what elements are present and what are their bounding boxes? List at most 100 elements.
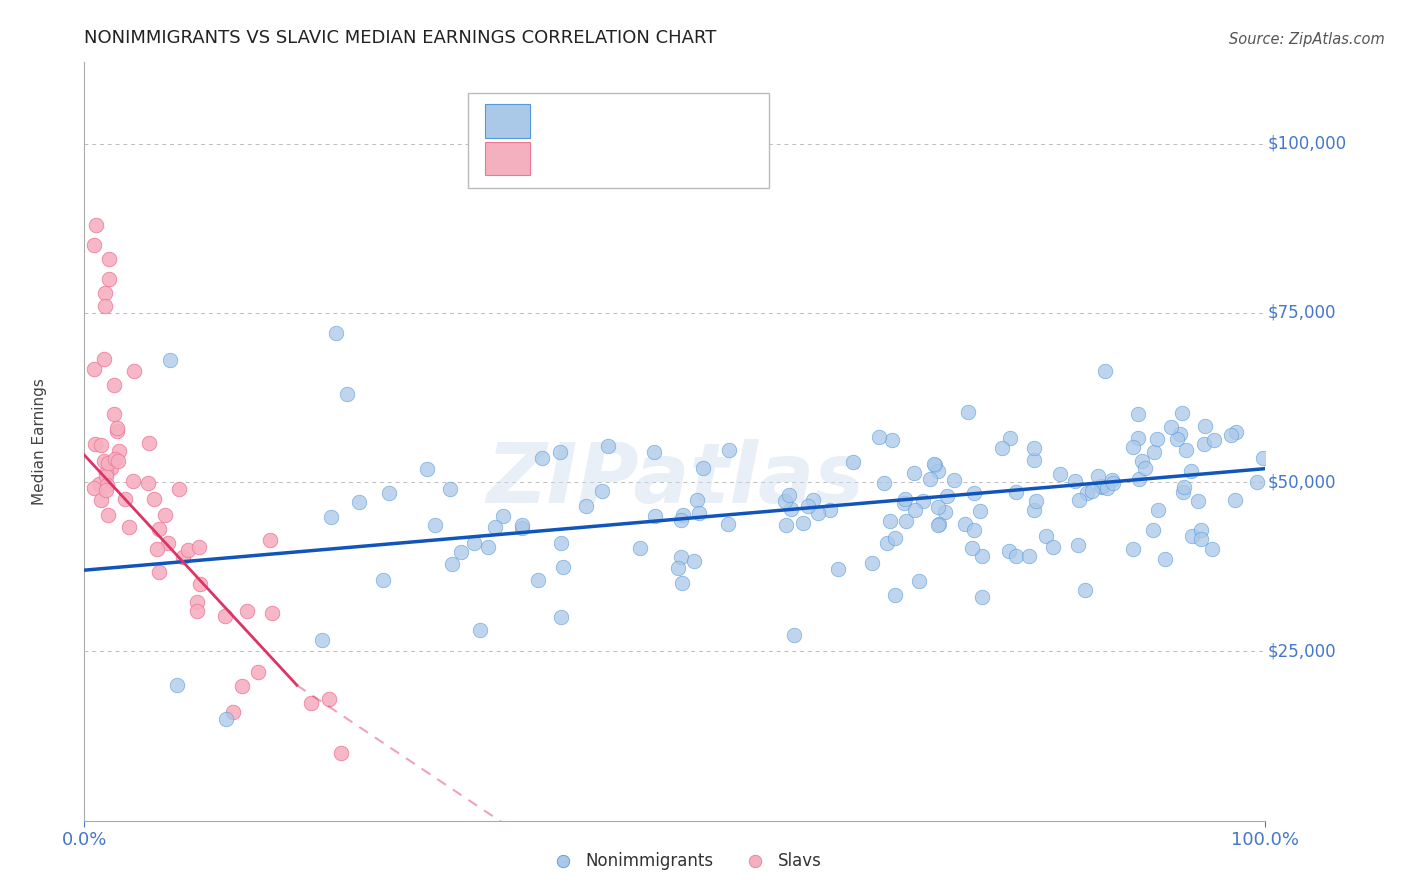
Point: [1101, 473, 1123, 487]
Point: [1174, 442, 1197, 457]
Point: [1189, 523, 1212, 537]
Point: [797, 500, 820, 514]
Point: [1095, 481, 1118, 495]
Point: [1253, 451, 1275, 466]
Point: [884, 531, 907, 545]
Point: [807, 506, 830, 520]
Point: [319, 510, 342, 524]
Point: [330, 746, 353, 760]
Text: Median Earnings: Median Earnings: [32, 378, 46, 505]
Point: [97, 252, 120, 266]
Text: $25,000: $25,000: [1268, 642, 1336, 660]
Point: [550, 536, 572, 550]
Point: [1204, 433, 1226, 447]
Point: [1194, 418, 1216, 433]
Point: [903, 467, 925, 481]
Point: [492, 509, 515, 524]
Point: [114, 491, 136, 506]
Point: [773, 493, 796, 508]
Point: [222, 705, 245, 719]
Point: [927, 463, 949, 477]
Point: [122, 475, 145, 489]
Point: [1166, 432, 1188, 446]
Text: $100,000: $100,000: [1268, 135, 1347, 153]
Point: [669, 513, 692, 527]
Point: [97, 508, 120, 522]
Point: [1005, 485, 1028, 500]
Point: [311, 633, 333, 648]
Point: [1102, 476, 1125, 491]
Point: [262, 607, 284, 621]
Point: [1025, 493, 1047, 508]
Point: [969, 503, 991, 517]
Point: [801, 492, 824, 507]
Point: [1160, 420, 1182, 434]
Point: [970, 590, 993, 604]
Point: [574, 499, 596, 513]
Point: [778, 488, 800, 502]
Point: [450, 545, 472, 559]
Point: [1171, 406, 1194, 420]
Point: [1142, 524, 1164, 538]
Point: [1220, 428, 1243, 442]
Point: [1126, 408, 1149, 422]
Point: [186, 604, 208, 618]
Point: [963, 523, 986, 537]
Point: [1126, 431, 1149, 445]
Point: [991, 442, 1014, 456]
Point: [551, 814, 574, 828]
Point: [188, 540, 211, 554]
Point: [1024, 452, 1046, 467]
Point: [510, 517, 533, 532]
Point: [468, 623, 491, 637]
Point: [246, 665, 269, 679]
Point: [526, 573, 548, 587]
Point: [84, 218, 107, 232]
Point: [744, 814, 766, 828]
Point: [688, 506, 710, 520]
Point: [235, 604, 257, 618]
Point: [103, 407, 125, 421]
Point: [692, 461, 714, 475]
Point: [873, 476, 896, 491]
Point: [596, 439, 619, 453]
Point: [104, 451, 127, 466]
Point: [148, 523, 170, 537]
Text: 0.466: 0.466: [599, 112, 647, 130]
Point: [934, 505, 956, 519]
Point: [531, 450, 554, 465]
Point: [1201, 542, 1223, 557]
Point: [672, 508, 695, 522]
Point: [1223, 493, 1246, 508]
Point: [153, 508, 176, 522]
Point: [1246, 475, 1268, 489]
Point: [628, 541, 651, 556]
Point: [1022, 441, 1045, 455]
Point: [1154, 552, 1177, 566]
Point: [718, 443, 741, 458]
Point: [644, 508, 666, 523]
Point: [1146, 432, 1168, 446]
Point: [998, 431, 1021, 445]
Point: [188, 577, 211, 591]
Point: [83, 362, 105, 376]
Point: [1189, 533, 1212, 547]
Point: [318, 692, 340, 706]
Point: [963, 486, 986, 500]
Point: [117, 520, 139, 534]
Point: [1171, 484, 1194, 499]
Point: [83, 481, 105, 495]
Point: [1081, 484, 1104, 499]
Point: [97, 456, 120, 470]
Point: [1147, 503, 1170, 517]
Text: Slavs: Slavs: [778, 852, 821, 870]
Text: N =: N =: [679, 112, 710, 130]
Point: [1064, 474, 1087, 488]
Point: [928, 517, 950, 532]
Point: [548, 445, 571, 459]
Point: [860, 556, 883, 570]
Point: [1042, 540, 1064, 554]
Point: [83, 437, 105, 451]
Point: [591, 483, 613, 498]
Point: [1180, 464, 1202, 478]
